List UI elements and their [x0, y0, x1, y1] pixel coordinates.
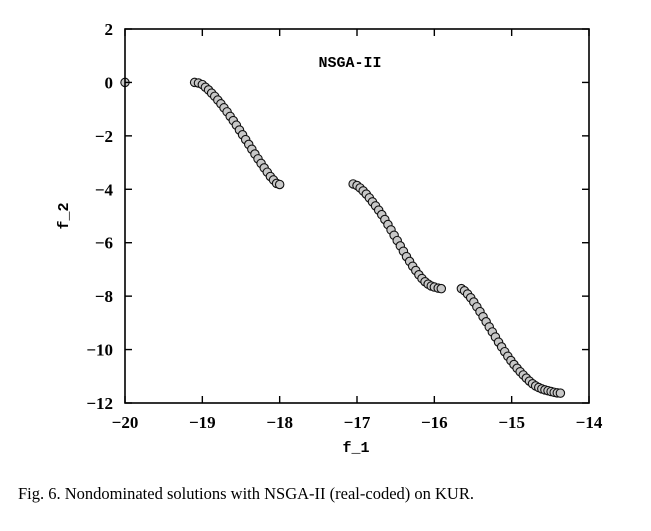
- x-axis-label: f_1: [342, 440, 369, 457]
- x-tick-label: −18: [266, 413, 293, 432]
- x-tick-label: −16: [421, 413, 448, 432]
- data-point: [555, 388, 566, 398]
- y-axis-label: f_2: [56, 202, 73, 229]
- y-tick-label: −8: [95, 287, 113, 306]
- x-tick-label: −15: [498, 413, 525, 432]
- y-tick-label: 2: [105, 20, 114, 39]
- x-tick-label: −19: [189, 413, 216, 432]
- data-point: [436, 283, 447, 294]
- x-tick-label: −17: [344, 413, 371, 432]
- x-tick-label: −20: [112, 413, 139, 432]
- figure-caption: Fig. 6. Nondominated solutions with NSGA…: [18, 484, 474, 503]
- chart-title: NSGA-II: [318, 55, 381, 72]
- y-tick-label: −10: [86, 341, 113, 360]
- y-tick-label: −12: [86, 394, 113, 413]
- data-points: [120, 77, 566, 398]
- x-tick-label: −14: [576, 413, 603, 432]
- scatter-chart: −20 −19 −18 −17 −16 −15 −14 2 0 −2 −4 −6 −8 −10 −12 NS…: [56, 20, 603, 457]
- y-tick-label: −4: [95, 180, 114, 199]
- y-tick-label: 0: [105, 73, 114, 92]
- data-point: [274, 179, 285, 190]
- y-tick-label: −6: [95, 234, 113, 253]
- axis-ticks: −20 −19 −18 −17 −16 −15 −14 2 0 −2 −4 −6 −8 −10 −12: [86, 20, 603, 432]
- y-tick-label: −2: [95, 127, 113, 146]
